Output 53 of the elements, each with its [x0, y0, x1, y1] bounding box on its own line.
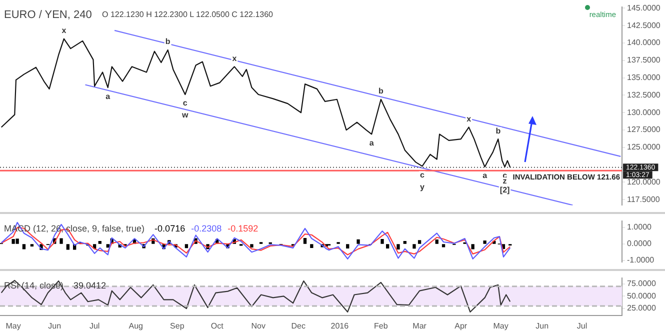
x-tick-label: May	[6, 321, 21, 330]
x-tick-label: Mar	[412, 321, 427, 330]
series-label: -0.1592	[228, 223, 258, 234]
x-tick-label: May	[493, 321, 508, 330]
y-tick-label: 135.0000	[627, 73, 661, 82]
x-tick-label: Nov	[251, 321, 266, 330]
y-tick-label: 25.0000	[627, 304, 656, 313]
series-label: -0.2308	[191, 223, 222, 234]
x-tick-label: Dec	[291, 321, 306, 330]
series-label: 39.0412	[74, 280, 106, 290]
x-tick-label: Apr	[454, 321, 468, 330]
y-tick-label: 137.5000	[627, 56, 661, 65]
series-label: -0.0716	[154, 223, 186, 234]
x-tick-label: 2016	[330, 321, 350, 330]
y-tick-label: 1.0000	[627, 222, 652, 232]
x-tick-label: Aug	[128, 321, 143, 330]
x-tick-label: Feb	[374, 321, 388, 330]
y-tick-label: 140.0000	[627, 38, 661, 48]
annotation: x	[62, 26, 67, 36]
y-tick-label: -1.0000	[627, 256, 655, 265]
y-tick-label: 0.0000	[627, 239, 652, 248]
annotation: a	[369, 138, 374, 148]
x-tick-label: Sep	[170, 321, 185, 330]
annotation: a	[106, 92, 111, 101]
annotation: c	[182, 98, 188, 108]
y-tick-label: 142.5000	[627, 20, 661, 30]
annotation: a	[482, 171, 488, 180]
annotation: b	[496, 126, 501, 136]
y-tick-label: 132.5000	[627, 90, 661, 100]
chart-subtitle: O 122.1230 H 122.2300 L 122.0500 C 122.1360	[102, 10, 274, 20]
x-tick-label: Jul	[89, 321, 100, 330]
x-tick-label: Jul	[576, 321, 588, 330]
annotation: z	[502, 176, 507, 186]
y-tick-label: 130.0000	[627, 108, 661, 117]
y-tick-label: 50.0000	[627, 291, 656, 300]
annotation: c	[420, 170, 425, 180]
annotation: x	[466, 114, 472, 124]
x-tick-label: Jun	[536, 321, 549, 330]
y-tick-label: 127.5000	[627, 125, 661, 134]
annotation: b	[378, 86, 384, 96]
x-tick-label: Oct	[210, 321, 224, 330]
annotation: w	[181, 110, 190, 120]
annotation: y	[420, 182, 425, 192]
annotation: x	[232, 54, 238, 63]
chart-title: EURO / YEN, 240	[4, 8, 92, 21]
y-tick-label: 145.0000	[627, 3, 661, 12]
y-tick-label: 120.0000	[627, 177, 661, 186]
y-tick-label: 125.0000	[627, 142, 661, 152]
annotation: b	[165, 37, 170, 46]
y-tick-label: 75.0000	[627, 279, 656, 288]
x-tick-label: Jun	[48, 321, 62, 330]
y-tick-label: 117.5000	[627, 194, 660, 204]
annotation: [2]	[500, 186, 510, 195]
